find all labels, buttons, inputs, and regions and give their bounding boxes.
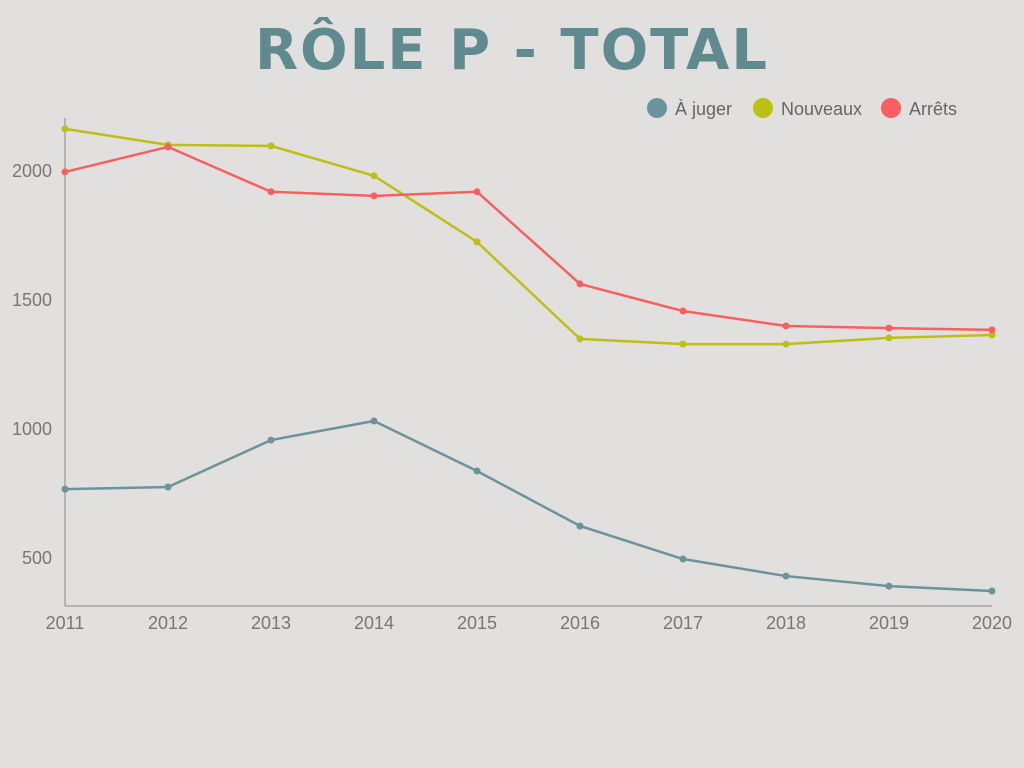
data-point bbox=[576, 335, 584, 343]
legend-label: Nouveaux bbox=[781, 99, 862, 119]
data-point bbox=[885, 582, 893, 590]
legend-marker bbox=[647, 98, 667, 118]
data-point bbox=[267, 142, 275, 150]
data-point bbox=[885, 324, 893, 332]
x-tick-label: 2019 bbox=[869, 613, 909, 633]
x-tick-label: 2012 bbox=[148, 613, 188, 633]
data-point bbox=[61, 485, 69, 493]
data-point bbox=[988, 331, 996, 339]
x-tick-label: 2015 bbox=[457, 613, 497, 633]
data-point bbox=[988, 587, 996, 595]
data-point bbox=[782, 572, 790, 580]
data-point bbox=[370, 172, 378, 180]
y-tick-label: 1500 bbox=[12, 290, 52, 310]
legend-marker bbox=[881, 98, 901, 118]
data-point bbox=[679, 340, 687, 348]
legend-label: À juger bbox=[675, 99, 732, 119]
y-tick-label: 500 bbox=[22, 548, 52, 568]
chart-title: RÔLE P - TOTAL bbox=[254, 18, 770, 83]
data-point bbox=[267, 436, 275, 444]
data-point bbox=[782, 322, 790, 330]
x-tick-label: 2017 bbox=[663, 613, 703, 633]
data-point bbox=[473, 188, 481, 196]
x-tick-label: 2014 bbox=[354, 613, 394, 633]
data-point bbox=[576, 280, 584, 288]
data-point bbox=[679, 555, 687, 563]
data-point bbox=[782, 340, 790, 348]
x-tick-label: 2018 bbox=[766, 613, 806, 633]
data-point bbox=[370, 417, 378, 425]
series-line-2 bbox=[64, 145, 993, 332]
x-tick-label: 2013 bbox=[251, 613, 291, 633]
data-point bbox=[679, 307, 687, 315]
data-point bbox=[267, 188, 275, 196]
data-point bbox=[885, 334, 893, 342]
series-line-0 bbox=[64, 419, 993, 593]
x-tick-label: 2016 bbox=[560, 613, 600, 633]
data-point bbox=[576, 522, 584, 530]
legend-marker bbox=[753, 98, 773, 118]
x-tick-label: 2011 bbox=[46, 613, 85, 633]
data-point bbox=[61, 168, 69, 176]
series-line-1 bbox=[64, 127, 993, 346]
y-tick-label: 1000 bbox=[12, 419, 52, 439]
data-point bbox=[164, 143, 172, 151]
data-point bbox=[473, 467, 481, 475]
x-tick-label: 2020 bbox=[972, 613, 1012, 633]
legend-label: Arrêts bbox=[909, 99, 957, 119]
y-tick-label: 2000 bbox=[12, 161, 52, 181]
data-point bbox=[473, 238, 481, 246]
data-point bbox=[164, 483, 172, 491]
data-point bbox=[370, 192, 378, 200]
data-point bbox=[988, 326, 996, 334]
data-point bbox=[61, 125, 69, 133]
